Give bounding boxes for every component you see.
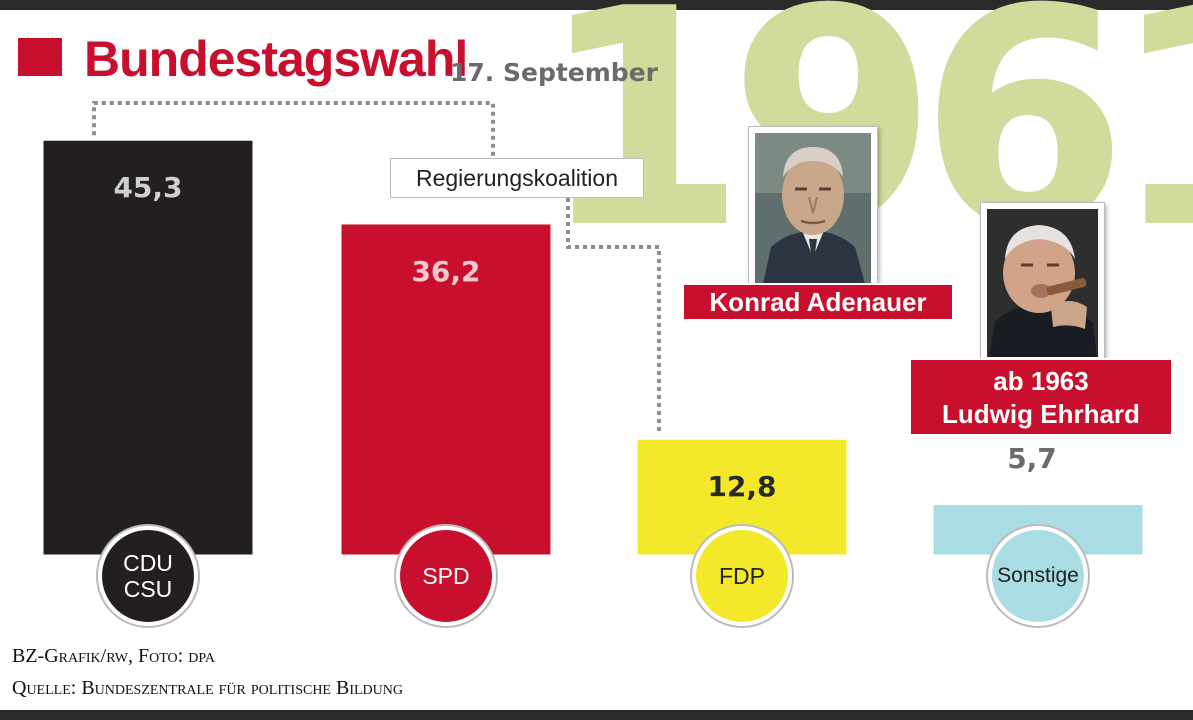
erhard-caption-line2: Ludwig Ehrhard — [942, 399, 1140, 429]
party-badge-spd: SPD — [396, 526, 496, 626]
party-badge-sonstige: Sonstige — [988, 526, 1088, 626]
credit-line: BZ-Grafik/rw, Foto: dpa — [12, 645, 215, 667]
value-label-spd: 36,2 — [411, 254, 481, 288]
portrait-erhard-icon — [987, 209, 1098, 357]
party-badge-text: SPD — [422, 562, 470, 589]
party-badge-text: Sonstige — [997, 563, 1079, 587]
value-label-fdp: 12,8 — [707, 470, 777, 504]
chart-title: Bundestagswahl — [84, 31, 468, 87]
party-badge-fdp: FDP — [692, 526, 792, 626]
connector-fdp-segment — [566, 198, 661, 435]
party-badge-text: CSU — [123, 576, 173, 602]
source-line: Quelle: Bundeszentrale für politische Bi… — [12, 677, 403, 699]
top-border — [0, 0, 1193, 10]
erhard-photo — [980, 202, 1105, 364]
erhard-caption-line1: ab 1963 — [993, 366, 1089, 396]
party-badge-cdu-csu: CDU CSU — [98, 526, 198, 626]
portrait-adenauer-icon — [755, 133, 871, 284]
coalition-label: Regierungskoalition — [390, 158, 644, 198]
title-marker — [18, 38, 62, 76]
value-label-sonstige: 5,7 — [1007, 441, 1057, 475]
erhard-caption: ab 1963 Ludwig Ehrhard — [909, 358, 1173, 436]
adenauer-photo — [748, 126, 878, 291]
bottom-border — [0, 710, 1193, 720]
party-badge-text: FDP — [719, 562, 765, 589]
value-label-cdu-csu: 45,3 — [113, 171, 183, 205]
party-badge-text: CDU — [123, 549, 173, 576]
bar-spd — [338, 221, 554, 558]
connector-cdu-segment — [92, 101, 495, 160]
coalition-connector — [92, 101, 661, 435]
bars-group — [40, 137, 1146, 558]
bar-cdu-csu — [40, 137, 256, 558]
chart-subtitle: 17. September — [450, 58, 658, 87]
adenauer-caption: Konrad Adenauer — [682, 283, 954, 321]
